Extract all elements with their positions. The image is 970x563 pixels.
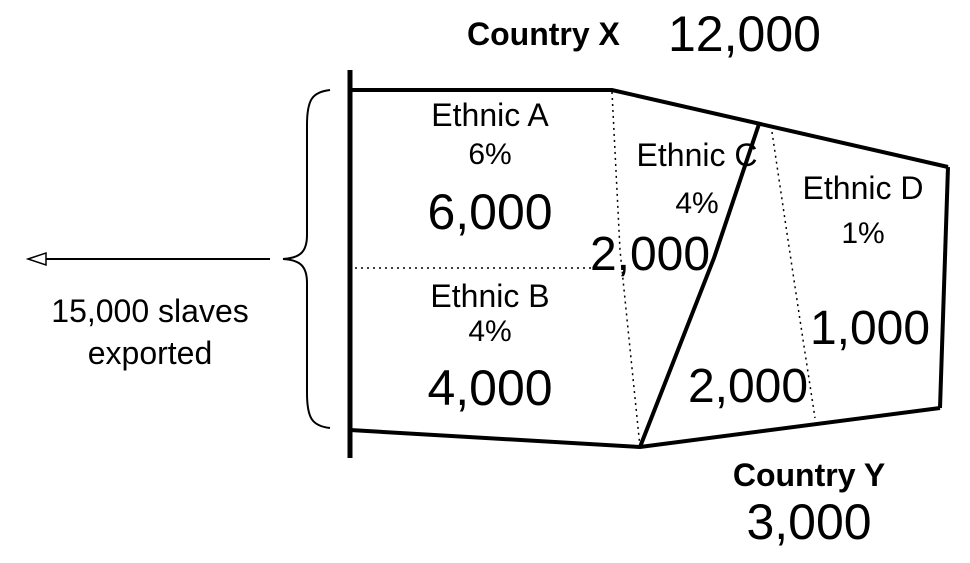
ethnic-c-count-country-x: 2,000 bbox=[589, 228, 711, 281]
country-border-line bbox=[638, 123, 761, 448]
exports-label-line2: exported bbox=[87, 335, 213, 371]
ethnic-d-percent: 1% bbox=[841, 217, 885, 250]
ethnic-a-label: Ethnic A bbox=[431, 97, 549, 133]
ethnic-c-label: Ethnic C bbox=[636, 137, 758, 173]
top-outline bbox=[350, 88, 949, 169]
ethnic-b-label: Ethnic B bbox=[430, 278, 550, 314]
ethnic-c-count-country-y: 2,000 bbox=[687, 360, 809, 413]
right-outline bbox=[938, 166, 950, 409]
export-arrow-head bbox=[25, 251, 47, 267]
country-x-total: 12,000 bbox=[668, 6, 821, 62]
ethnic-d-label: Ethnic D bbox=[802, 170, 924, 206]
country-x-label: Country X bbox=[467, 16, 620, 52]
ethnic-a-percent: 6% bbox=[468, 138, 512, 171]
ethnic-c-percent: 4% bbox=[675, 187, 719, 220]
ethnic-b-count: 4,000 bbox=[427, 360, 553, 416]
country-y-total: 3,000 bbox=[746, 494, 872, 550]
ethnic-cd-boundary bbox=[771, 131, 816, 419]
exports-label-line1: 15,000 slaves bbox=[51, 293, 249, 329]
ethnic-d-count: 1,000 bbox=[809, 302, 931, 355]
curly-brace bbox=[282, 89, 331, 429]
country-y-label: Country Y bbox=[732, 457, 886, 493]
ethnic-a-count: 6,000 bbox=[427, 184, 553, 240]
ethnic-b-percent: 4% bbox=[468, 315, 512, 348]
